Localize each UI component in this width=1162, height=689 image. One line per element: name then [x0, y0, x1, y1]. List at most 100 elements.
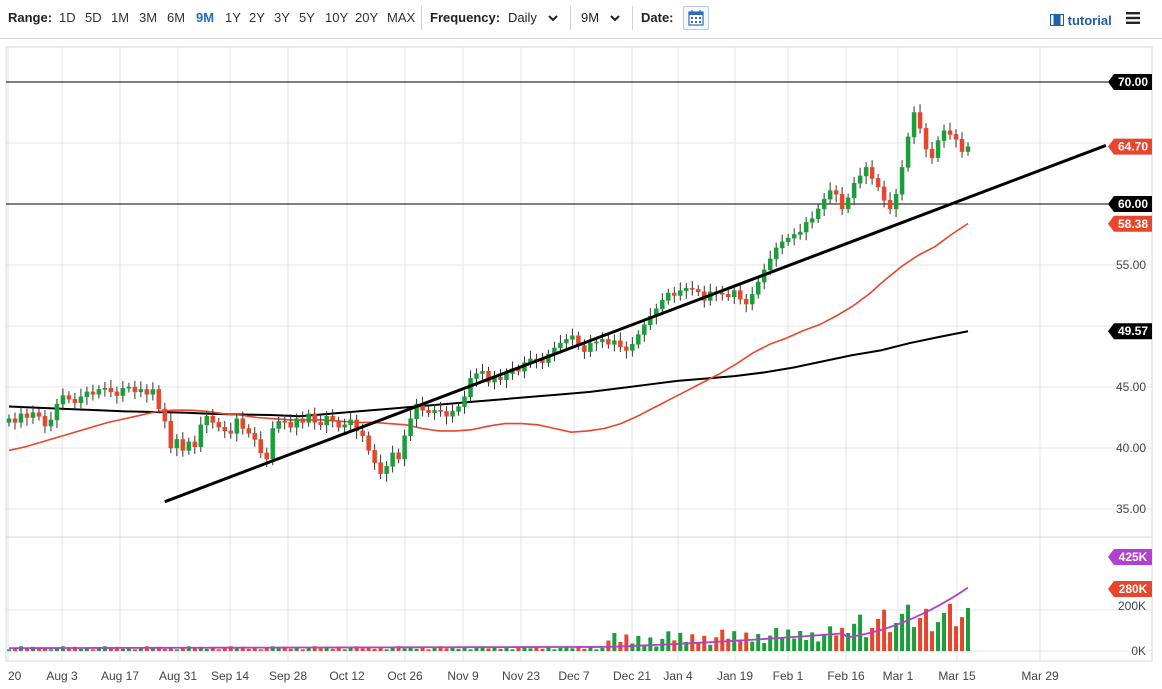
- volume-bar-up: [786, 629, 791, 651]
- volume-bar-down: [366, 646, 371, 651]
- candle-down: [246, 428, 251, 434]
- volume-bar-up: [906, 604, 911, 651]
- candle-down: [672, 292, 677, 296]
- candle-up: [18, 413, 24, 423]
- frequency-select[interactable]: Daily: [508, 10, 537, 25]
- range-1y-button[interactable]: 1Y: [225, 10, 241, 25]
- horizontal-lines: [6, 81, 1110, 205]
- volume-bar-down: [312, 646, 317, 651]
- volume-bar-down: [354, 646, 359, 651]
- candle-down: [72, 398, 78, 404]
- x-tick-label: Mar 29: [1021, 669, 1059, 683]
- volume-bar-up: [822, 633, 827, 651]
- price-badge: 70.00: [1118, 75, 1148, 89]
- candle-down: [168, 420, 174, 449]
- volume-bar-up: [150, 648, 155, 651]
- chevron-down-icon[interactable]: [609, 12, 621, 24]
- x-tick-label: Mar 15: [938, 669, 976, 683]
- volume-bar-up: [522, 646, 527, 651]
- candle-down: [366, 435, 371, 451]
- range-9m-button[interactable]: 9M: [196, 10, 215, 25]
- candle-down: [726, 294, 731, 297]
- candle-down: [354, 419, 359, 432]
- volume-bar-down: [924, 608, 929, 651]
- candle-down: [318, 422, 323, 426]
- candle-up: [48, 419, 54, 427]
- volume-bar-down: [726, 638, 731, 651]
- candle-down: [192, 441, 198, 448]
- volume-bar-up: [846, 632, 851, 651]
- candle-up: [851, 183, 857, 199]
- chevron-down-icon[interactable]: [547, 12, 559, 24]
- candle-up: [911, 112, 917, 138]
- volume-bar-down: [180, 647, 185, 651]
- calendar-button[interactable]: [683, 6, 709, 30]
- volume-bar-up: [654, 646, 659, 651]
- candle-up: [102, 387, 108, 390]
- volume-bar-up: [780, 637, 785, 651]
- candle-up: [348, 419, 353, 426]
- price-badges: 70.00 64.70 60.00 58.38 49.57 425K 280K: [1108, 74, 1152, 597]
- period-select[interactable]: 9M: [581, 10, 600, 25]
- range-1m-button[interactable]: 1M: [111, 10, 130, 25]
- volume-bar-up: [762, 643, 767, 651]
- volume-bar-down: [516, 647, 521, 651]
- volume-bar-up: [390, 647, 395, 651]
- volume-bar-down: [288, 648, 293, 651]
- candle-down: [108, 387, 114, 393]
- volume-bar-up: [936, 622, 941, 651]
- candle-down: [162, 408, 168, 422]
- volume-bar-down: [396, 646, 401, 651]
- volume-bar-down: [918, 617, 923, 651]
- volume-bar-up: [432, 647, 437, 651]
- volume-tick-label: 0K: [1131, 644, 1146, 658]
- range-1d-button[interactable]: 1D: [59, 10, 76, 25]
- volume-bar-down: [264, 647, 269, 651]
- candle-down: [618, 340, 623, 347]
- candle-up: [749, 294, 755, 305]
- price-badge: 49.57: [1118, 324, 1148, 338]
- candle-up: [767, 258, 773, 271]
- range-6m-button[interactable]: 6M: [167, 10, 186, 25]
- price-chart[interactable]: 35.00 40.00 45.00 55.00 0K 200K 20 Aug 3 Aug 17…: [0, 38, 1162, 689]
- hamburger-menu-icon[interactable]: [1126, 11, 1140, 25]
- volume-bar-up: [894, 622, 899, 651]
- candle-up: [731, 290, 737, 297]
- candle-up: [809, 218, 815, 223]
- range-3m-button[interactable]: 3M: [139, 10, 158, 25]
- range-20y-button[interactable]: 20Y: [355, 10, 379, 25]
- candle-down: [210, 416, 216, 423]
- range-10y-button[interactable]: 10Y: [325, 10, 349, 25]
- volume-bar-down: [300, 649, 305, 651]
- range-5y-button[interactable]: 5Y: [299, 10, 315, 25]
- volume-bar-down: [948, 603, 953, 651]
- range-3y-button[interactable]: 3Y: [274, 10, 290, 25]
- tutorial-link[interactable]: tutorial: [1049, 13, 1112, 28]
- candle-up: [306, 413, 311, 423]
- candle-down: [498, 376, 503, 380]
- volume-bar-down: [162, 648, 167, 651]
- range-2y-button[interactable]: 2Y: [249, 10, 265, 25]
- candle-up: [821, 198, 827, 210]
- candle-up: [827, 190, 833, 200]
- range-5d-button[interactable]: 5D: [85, 10, 102, 25]
- candle-up: [414, 403, 419, 419]
- separator: [570, 6, 571, 30]
- volume-bar-up: [666, 631, 671, 651]
- volume-bar-down: [498, 648, 503, 651]
- candle-up: [96, 389, 102, 395]
- price-badge-bg: [1108, 215, 1152, 232]
- volume-bar-up: [342, 649, 347, 651]
- x-tick-label: Sep 28: [269, 669, 307, 683]
- volume-bar-up: [912, 627, 917, 651]
- volume-bar-down: [624, 634, 629, 651]
- volume-bar-down: [882, 609, 887, 651]
- x-tick-label: Feb 16: [827, 669, 865, 683]
- tutorial-label: tutorial: [1067, 13, 1112, 28]
- range-max-button[interactable]: MAX: [387, 10, 416, 25]
- candle-up: [150, 389, 156, 395]
- volume-bar-down: [108, 648, 113, 651]
- volume-bar-up: [276, 648, 281, 651]
- candle-up: [480, 370, 485, 374]
- volume-bar-up: [852, 623, 857, 651]
